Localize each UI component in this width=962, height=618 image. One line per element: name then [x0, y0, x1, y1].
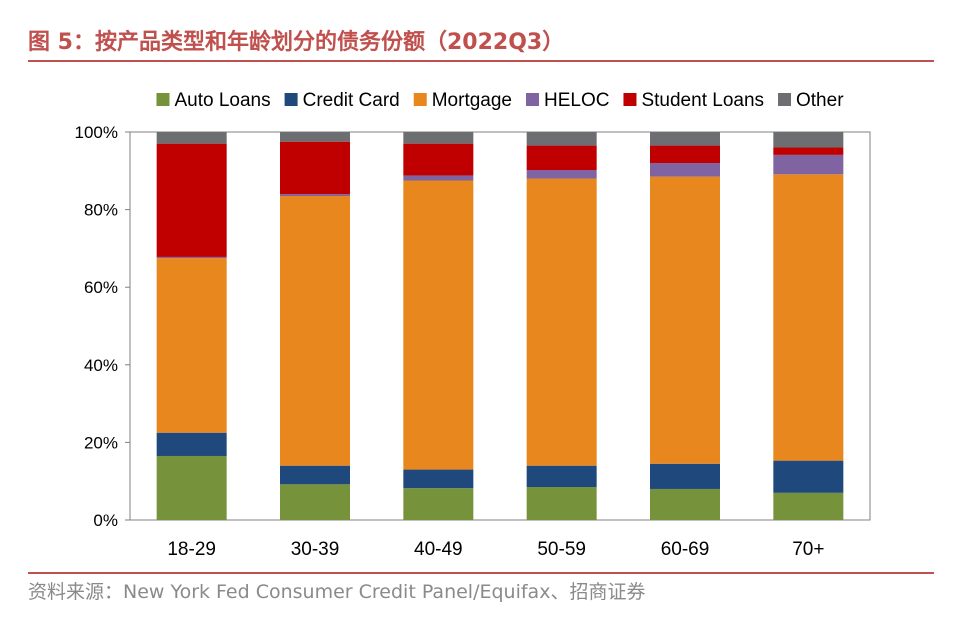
legend-swatch	[413, 93, 427, 106]
bar-segment-student-loans	[650, 145, 720, 164]
plot-frame	[129, 131, 871, 521]
bar-segment-auto-loans	[773, 492, 844, 520]
bar-segment-student-loans	[280, 141, 350, 195]
x-category-label: 18-29	[167, 539, 216, 560]
y-tick-label: 60%	[84, 278, 118, 297]
bar-segment-other	[403, 132, 474, 144]
bar-segment-auto-loans	[280, 484, 350, 520]
bar-segment-other	[773, 132, 844, 148]
legend-label: Auto Loans	[174, 90, 270, 111]
bar-segment-credit-card	[773, 460, 844, 493]
bar-segment-auto-loans	[156, 455, 227, 520]
bar-segment-student-loans	[526, 145, 597, 171]
stacked-bar-chart: Auto Loans Credit Card Mortgage HELOC Studen…	[75, 90, 871, 560]
figure-title: 图 5：按产品类型和年龄划分的债务份额（2022Q3）	[28, 30, 565, 55]
source-rule	[28, 572, 934, 574]
y-tick-label: 100%	[75, 123, 118, 142]
bar-segment-mortgage	[280, 196, 350, 466]
x-category-label: 40-49	[414, 539, 463, 560]
bar-segment-credit-card	[650, 463, 720, 489]
bar-segment-mortgage	[403, 180, 474, 470]
plot-area: 0% 20% 40% 60% 80% 100% 18-29 30-39 40-49 50-59 60…	[75, 123, 871, 560]
bar-segment-credit-card	[526, 465, 597, 488]
y-tick-label: 40%	[84, 356, 118, 375]
bar-segment-heloc	[403, 175, 474, 181]
bar-segment-mortgage	[773, 174, 844, 461]
bar-segment-other	[650, 132, 720, 146]
legend-label: Other	[796, 90, 844, 111]
bar-segment-credit-card	[280, 465, 350, 485]
x-category-label: 70+	[792, 539, 824, 560]
bar-segment-other	[156, 132, 227, 144]
bar-segment-credit-card	[156, 432, 227, 456]
bar-segment-auto-loans	[650, 488, 720, 520]
legend-swatch	[778, 93, 792, 106]
bar-segment-student-loans	[403, 143, 474, 176]
bar-segment-heloc	[650, 163, 720, 177]
x-category-label: 30-39	[291, 539, 340, 560]
bar-segment-credit-card	[403, 469, 474, 489]
x-category-label: 50-59	[537, 539, 586, 560]
legend-label: Student Loans	[641, 90, 764, 111]
legend-swatch	[284, 93, 298, 106]
bar-segment-other	[526, 132, 597, 146]
y-tick-label: 0%	[93, 511, 118, 530]
legend-label: HELOC	[544, 90, 609, 111]
bar-segment-heloc	[280, 194, 350, 197]
legend-label: Mortgage	[432, 90, 512, 111]
legend-swatch	[526, 93, 540, 106]
bar-segment-other	[280, 132, 350, 142]
bar-segment-mortgage	[526, 178, 597, 466]
y-tick-label: 20%	[84, 433, 118, 452]
bar-segment-heloc	[773, 154, 844, 175]
y-tick-label: 80%	[84, 201, 118, 220]
bar-segment-mortgage	[156, 258, 227, 433]
bar-segment-auto-loans	[403, 488, 474, 520]
legend-swatch	[156, 93, 170, 106]
chart-legend: Auto Loans Credit Card Mortgage HELOC Studen…	[156, 90, 844, 111]
title-rule	[28, 60, 934, 62]
bar-segment-student-loans	[156, 143, 227, 257]
bar-segment-student-loans	[773, 147, 844, 155]
source-note: 资料来源：New York Fed Consumer Credit Panel/…	[28, 581, 646, 603]
bar-segment-auto-loans	[526, 487, 597, 520]
x-category-label: 60-69	[661, 539, 710, 560]
legend-swatch	[623, 93, 637, 106]
bar-segment-heloc	[156, 256, 227, 259]
bar-segment-mortgage	[650, 176, 720, 464]
bar-segment-heloc	[526, 170, 597, 179]
legend-label: Credit Card	[303, 90, 400, 111]
